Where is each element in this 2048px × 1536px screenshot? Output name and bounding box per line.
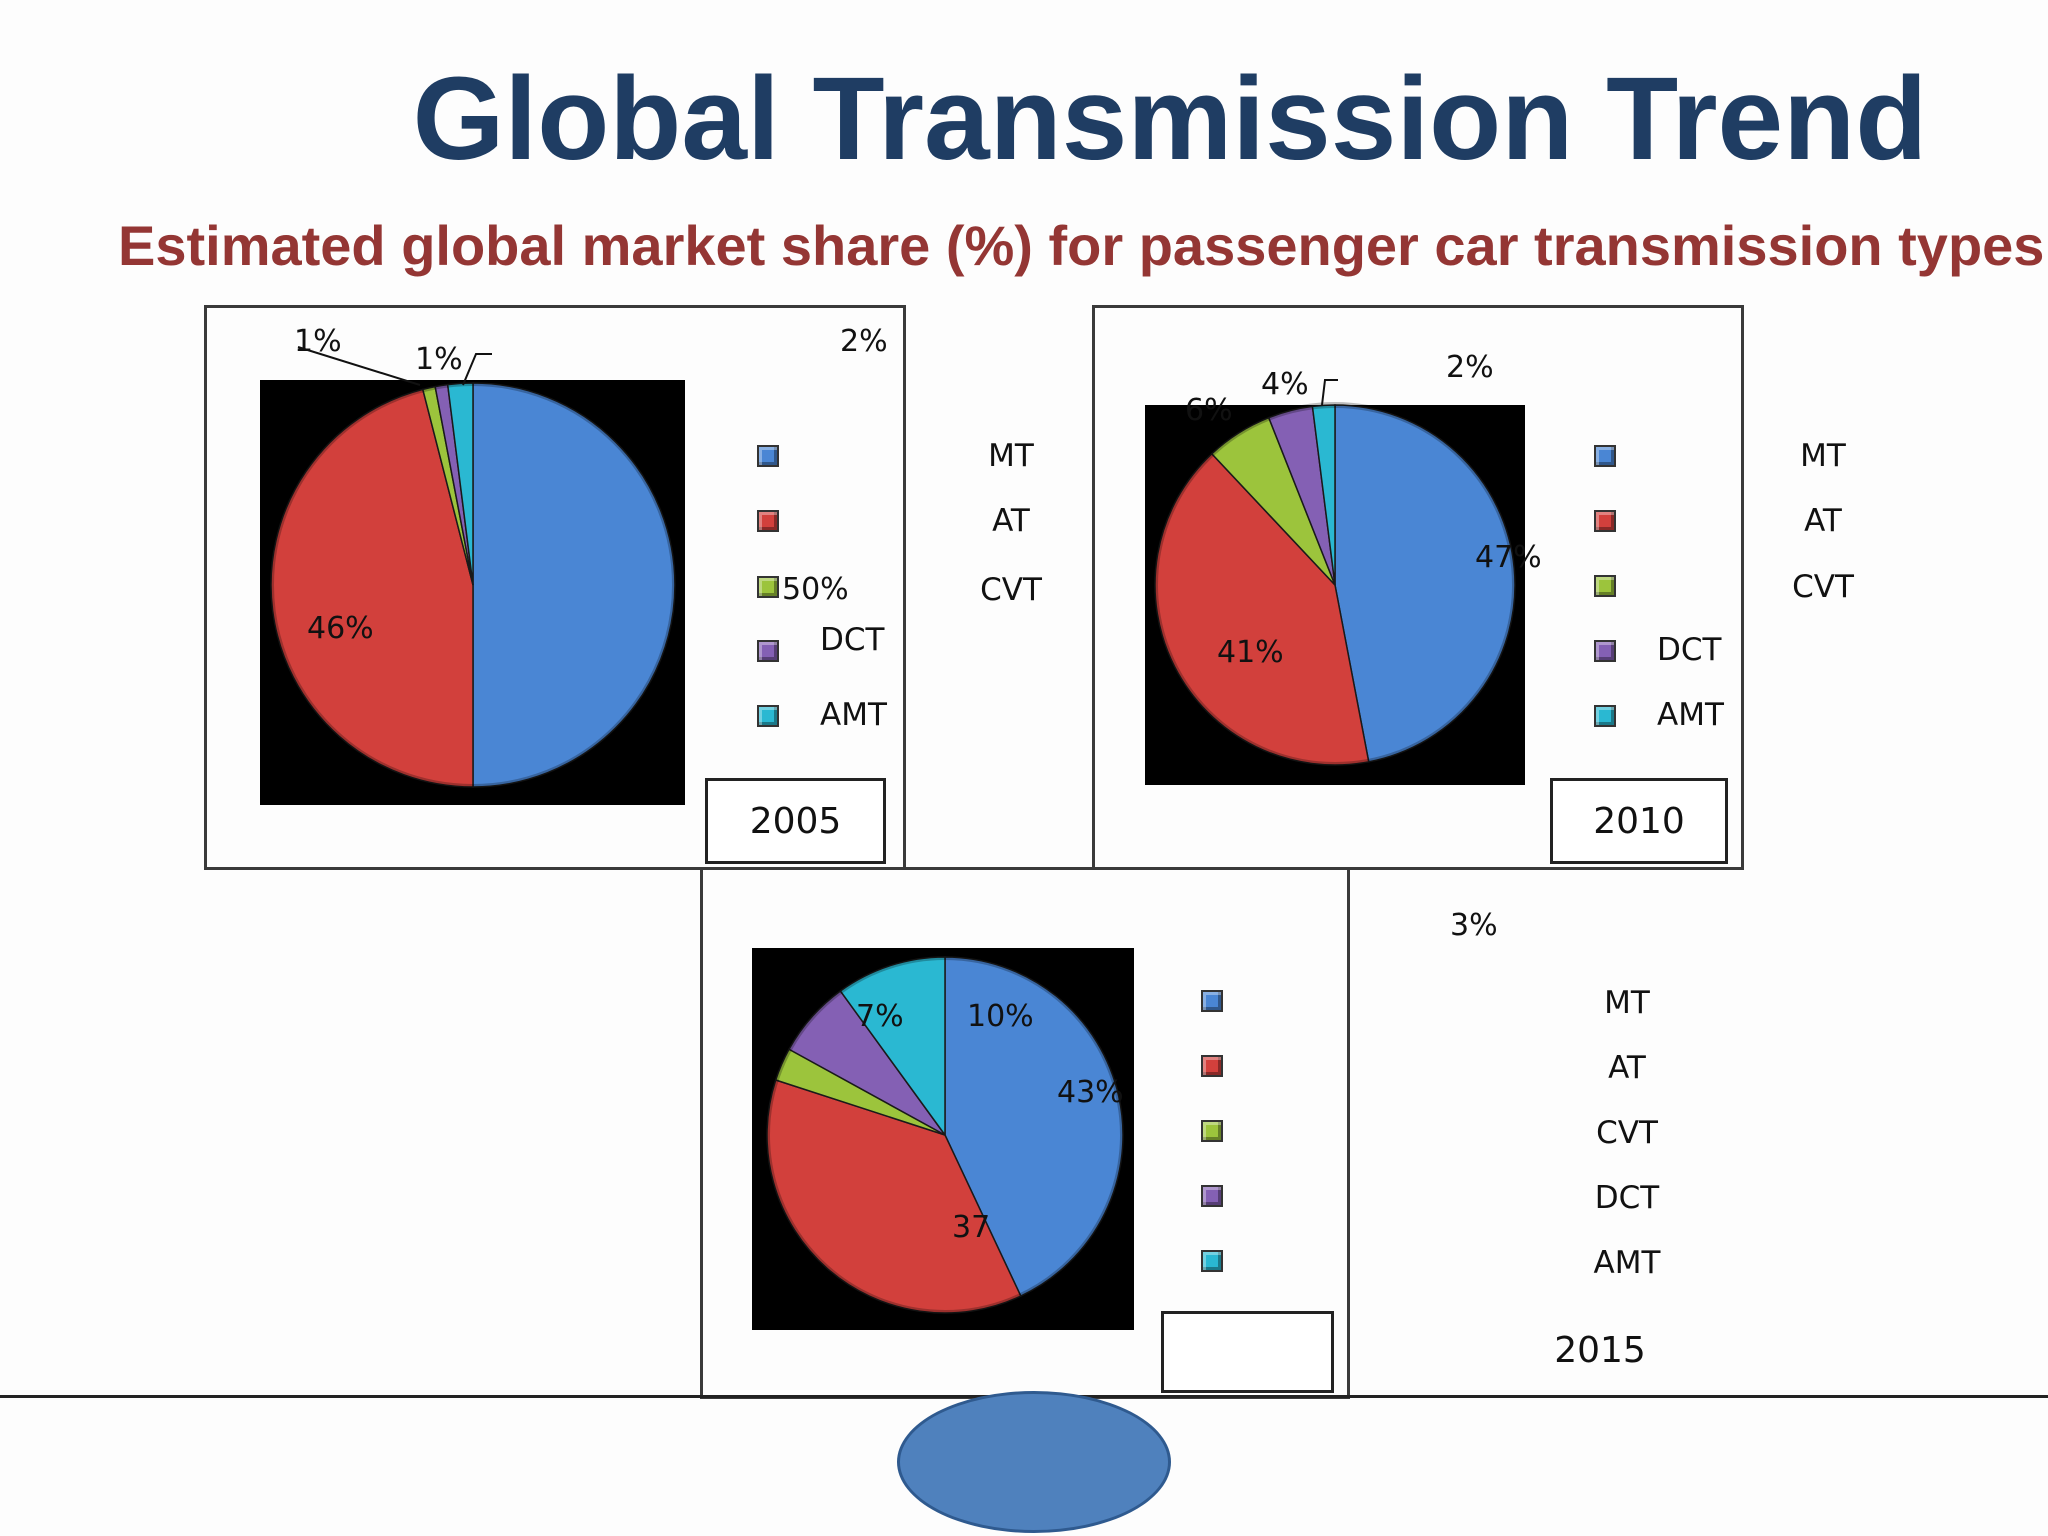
- legend-label-dct-2015: DCT: [1594, 1180, 1660, 1216]
- legend-swatch-cvt-2005: [757, 576, 779, 598]
- legend-swatch-at-2005: [757, 510, 779, 532]
- legend-label-dct-2010: DCT: [1657, 632, 1722, 668]
- legend-label-cvt-2005: CVT: [980, 572, 1042, 608]
- data-label-cvt-2005: 1%: [294, 324, 342, 359]
- legend-label-mt-2010: MT: [1800, 438, 1846, 474]
- data-label-cvt-2015: 3%: [1450, 908, 1498, 943]
- legend-label-amt-2005: AMT: [820, 697, 887, 733]
- legend-swatch-amt-2010: [1594, 705, 1616, 727]
- data-label-amt-2015: 10%: [967, 999, 1034, 1034]
- legend-swatch-mt-2010: [1594, 445, 1616, 467]
- legend-swatch-cvt-2015: [1201, 1120, 1223, 1142]
- legend-swatch-mt-2015: [1201, 990, 1223, 1012]
- legend-label-at-2005: AT: [992, 503, 1030, 539]
- legend-swatch-amt-2005: [757, 705, 779, 727]
- legend-swatch-amt-2015: [1201, 1250, 1223, 1272]
- year-label-2005: 2005: [705, 778, 886, 864]
- slide-title: Global Transmission Trend: [412, 53, 1928, 185]
- chart-frame-2010: [1092, 305, 1744, 870]
- data-label-at-2005: 46%: [307, 611, 374, 646]
- data-label-dct-2015: 7%: [856, 999, 904, 1034]
- legend-label-cvt-2010: CVT: [1792, 569, 1854, 605]
- legend-swatch-dct-2015: [1201, 1185, 1223, 1207]
- data-label-at-2010: 41%: [1217, 635, 1284, 670]
- legend-swatch-at-2010: [1594, 510, 1616, 532]
- data-label-mt-2005: 50%: [782, 572, 849, 607]
- slide-subtitle: Estimated global market share (%) for pa…: [118, 214, 2045, 277]
- legend-label-at-2010: AT: [1804, 503, 1842, 539]
- data-label-dct-2005: 1%: [415, 342, 463, 377]
- legend-label-cvt-2015: CVT: [1596, 1115, 1658, 1151]
- chart-frame-2005: [204, 305, 906, 870]
- legend-label-mt-2015: MT: [1604, 985, 1650, 1021]
- year-label-2010: 2010: [1550, 778, 1728, 864]
- data-label-dct-2010: 4%: [1261, 367, 1309, 402]
- legend-swatch-dct-2005: [757, 640, 779, 662]
- legend-swatch-cvt-2010: [1594, 575, 1616, 597]
- data-label-mt-2010: 47%: [1475, 540, 1542, 575]
- year-label-box-2015: [1161, 1311, 1334, 1393]
- legend-label-amt-2015: AMT: [1593, 1245, 1661, 1281]
- legend-swatch-at-2015: [1201, 1055, 1223, 1077]
- legend-label-dct-2005: DCT: [820, 622, 885, 658]
- data-label-mt-2015: 43%: [1057, 1075, 1124, 1110]
- legend-label-amt-2010: AMT: [1657, 697, 1724, 733]
- year-label-2015: 2015: [1554, 1330, 1646, 1371]
- data-label-at-2015: 37: [952, 1210, 991, 1245]
- legend-swatch-dct-2010: [1594, 640, 1616, 662]
- legend-label-at-2015: AT: [1608, 1050, 1646, 1086]
- footer-oval-shape: [897, 1391, 1171, 1533]
- data-label-amt-2005: 2%: [840, 324, 888, 359]
- legend-label-mt-2005: MT: [988, 438, 1034, 474]
- data-label-amt-2010: 2%: [1446, 350, 1494, 385]
- legend-swatch-mt-2005: [757, 445, 779, 467]
- data-label-cvt-2010: 6%: [1185, 393, 1233, 428]
